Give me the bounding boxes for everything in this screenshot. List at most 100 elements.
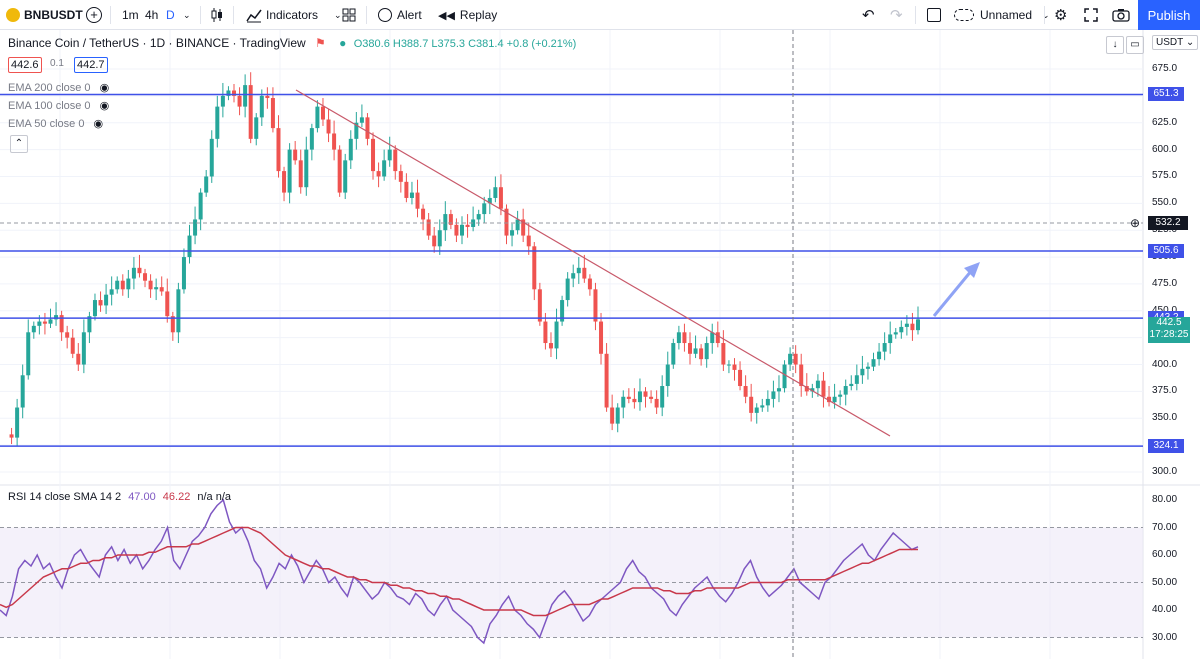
fullscreen-layout-button[interactable] <box>927 0 941 30</box>
candle-body <box>354 122 359 139</box>
indicators-icon <box>246 9 262 23</box>
compare-add-button[interactable]: + <box>86 0 102 30</box>
candle-body <box>771 391 776 399</box>
undo-icon: ↶ <box>862 7 875 24</box>
price-tick-label: 400.0 <box>1152 358 1178 370</box>
settings-button[interactable]: ⚙ <box>1054 0 1067 30</box>
publish-button[interactable]: Publish <box>1138 0 1200 30</box>
candle-body <box>843 386 848 395</box>
candle-body <box>482 203 487 215</box>
candle-body <box>665 364 670 387</box>
candle-body <box>838 394 843 397</box>
candle-body <box>688 343 692 354</box>
alert-button[interactable]: Alert <box>378 0 422 30</box>
downtrend-line[interactable] <box>295 89 891 437</box>
candle-body <box>471 219 476 227</box>
symbol-legend: Binance Coin / TetherUS · 1D · BINANCE ·… <box>8 36 576 50</box>
candle-body <box>187 235 192 258</box>
candle-body <box>165 291 170 317</box>
candle-body <box>237 95 242 107</box>
interval-dropdown[interactable]: ⌄ <box>183 0 191 30</box>
candle-body <box>298 160 303 188</box>
rsi-tick-label: 50.00 <box>1152 576 1178 588</box>
templates-button[interactable] <box>342 0 356 30</box>
replay-button[interactable]: ◀◀ Replay <box>438 8 498 22</box>
ask-price[interactable]: 442.7 <box>74 57 108 73</box>
level-price-tag: 651.3 <box>1148 87 1184 102</box>
candle-body <box>699 348 704 360</box>
top-toolbar: BNBUSDT + 1m 4h D ⌄ Indicators ⌄ Alert ◀… <box>0 0 1200 30</box>
fullscreen-button[interactable] <box>1084 0 1098 30</box>
forecast-arrow[interactable] <box>932 262 980 317</box>
chart-type-button[interactable] <box>210 0 224 30</box>
maximize-icon: ▭ <box>1130 39 1140 50</box>
candle-body <box>715 332 720 344</box>
candle-body <box>387 149 392 161</box>
collapse-legend-button[interactable]: ⌃ <box>10 135 28 153</box>
candle-body <box>704 343 709 360</box>
plus-circle-icon: ⊕ <box>1130 216 1141 230</box>
ema50-legend[interactable]: EMA 50 close 0 ◉ <box>8 118 104 130</box>
eye-hidden-icon[interactable]: ◉ <box>99 82 110 94</box>
candle-body <box>487 197 492 204</box>
candle-body <box>115 280 120 290</box>
candle-body <box>916 319 920 331</box>
candle-body <box>454 224 459 236</box>
candle-body <box>599 321 604 354</box>
rsi-tick-label: 60.00 <box>1152 549 1178 560</box>
maximize-pane-button[interactable]: ▭ <box>1126 36 1144 54</box>
candle-body <box>676 332 681 344</box>
candle-body <box>554 321 559 349</box>
candle-body <box>460 224 464 236</box>
candle-body <box>804 386 809 392</box>
candle-body <box>749 396 754 413</box>
candle-body <box>76 353 81 365</box>
candle-body <box>154 287 159 290</box>
scroll-down-button[interactable]: ↓ <box>1106 36 1124 54</box>
interval-1m[interactable]: 1m <box>122 8 139 22</box>
candle-body <box>265 95 270 99</box>
indicators-button[interactable]: Indicators ⌄ <box>246 0 342 30</box>
rsi-sma-line <box>0 526 918 617</box>
candle-body <box>376 171 381 177</box>
candle-body <box>587 278 592 290</box>
chevron-down-icon: ⌄ <box>1042 9 1050 20</box>
candle-body <box>59 315 64 333</box>
eye-hidden-icon[interactable]: ◉ <box>93 118 104 130</box>
candle-body <box>871 359 876 367</box>
candle-body <box>198 192 203 220</box>
currency-select[interactable]: USDT ⌄ <box>1152 35 1199 50</box>
candle-body <box>215 106 220 139</box>
candle-body <box>226 90 231 96</box>
undo-button[interactable]: ↶ <box>862 0 875 30</box>
grid-icon <box>342 8 356 22</box>
ema200-legend[interactable]: EMA 200 close 0 ◉ <box>8 82 110 94</box>
candle-body <box>131 267 136 279</box>
interval-d[interactable]: D <box>166 8 175 22</box>
symbol-search[interactable]: BNBUSDT <box>6 0 83 30</box>
candle-body <box>548 343 553 349</box>
candle-body <box>626 396 631 399</box>
ema100-legend[interactable]: EMA 100 close 0 ◉ <box>8 100 110 112</box>
redo-button[interactable]: ↷ <box>890 0 903 30</box>
price-chart[interactable] <box>0 30 1200 659</box>
candle-body <box>754 407 759 413</box>
interval-4h[interactable]: 4h <box>145 8 159 22</box>
snapshot-button[interactable] <box>1112 0 1130 30</box>
candle-body <box>426 219 431 236</box>
candle-body <box>776 388 781 392</box>
candle-body <box>87 316 92 333</box>
candle-body <box>104 294 109 306</box>
bid-price[interactable]: 442.6 <box>8 57 42 73</box>
candle-body <box>382 160 387 177</box>
chart-area[interactable]: Binance Coin / TetherUS · 1D · BINANCE ·… <box>0 30 1200 659</box>
ohlc-values: O380.6 H388.7 L375.3 C381.4 +0.8 (+0.21%… <box>353 38 577 50</box>
layout-name-button[interactable]: Unnamed ⌄ <box>954 0 1050 30</box>
candle-body <box>888 334 893 344</box>
eye-hidden-icon[interactable]: ◉ <box>99 100 110 112</box>
symbol-title: Binance Coin / TetherUS · 1D · BINANCE ·… <box>8 36 306 50</box>
candle-body <box>565 278 570 301</box>
candle-body <box>120 280 125 290</box>
candle-body <box>537 289 542 322</box>
chevron-down-icon: ⌄ <box>334 9 342 20</box>
